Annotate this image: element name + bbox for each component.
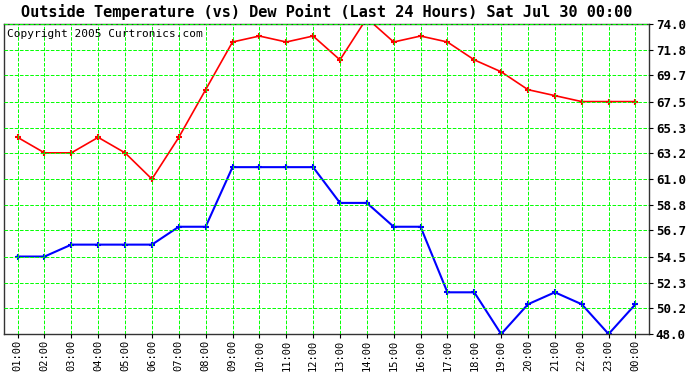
Text: Copyright 2005 Curtronics.com: Copyright 2005 Curtronics.com (8, 29, 203, 39)
Title: Outside Temperature (vs) Dew Point (Last 24 Hours) Sat Jul 30 00:00: Outside Temperature (vs) Dew Point (Last… (21, 4, 632, 20)
